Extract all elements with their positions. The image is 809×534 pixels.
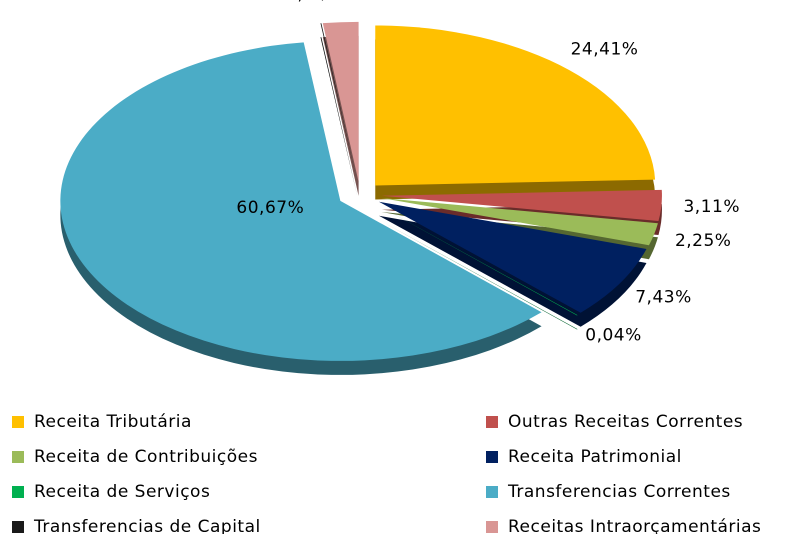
- pie-slice: [375, 204, 578, 316]
- pie-slice-side: [375, 218, 578, 330]
- pie: [60, 21, 662, 375]
- pie-slice: [60, 42, 542, 361]
- legend: Receita Tributária Outras Receitas Corren…: [12, 412, 761, 534]
- legend-label: Transferencias Correntes: [507, 482, 731, 502]
- pie-slice: [375, 25, 656, 186]
- pie-slice-side: [320, 37, 358, 196]
- data-label: 0,05%: [286, 0, 343, 5]
- legend-label: Receita de Serviços: [34, 482, 210, 502]
- legend-swatch: [12, 416, 24, 428]
- data-label: 60,67%: [236, 198, 304, 218]
- data-label: 3,11%: [683, 197, 740, 217]
- data-label: 0,04%: [585, 325, 642, 345]
- legend-label: Receita Patrimonial: [508, 447, 682, 467]
- data-label: 24,41%: [571, 40, 639, 60]
- pie-slice: [381, 197, 658, 246]
- legend-swatch: [12, 451, 24, 463]
- legend-label: Outras Receitas Correntes: [508, 412, 743, 432]
- legend-swatch: [12, 521, 24, 533]
- legend-label: Receita Tributária: [34, 412, 192, 432]
- legend-swatch: [486, 416, 498, 428]
- data-label: 2,25%: [675, 231, 732, 251]
- legend-swatch: [486, 521, 498, 533]
- pie-slice: [381, 189, 662, 222]
- legend-label: Transferencias de Capital: [33, 517, 261, 534]
- legend-swatch: [12, 486, 24, 498]
- pie-slice: [322, 21, 359, 182]
- legend-swatch: [486, 486, 498, 498]
- data-label: 7,43%: [635, 288, 692, 308]
- legend-swatch: [486, 451, 498, 463]
- pie-slice: [320, 23, 358, 182]
- pie-slice: [378, 201, 647, 313]
- legend-label: Receita de Contribuições: [34, 447, 258, 467]
- data-label: 2,04%: [309, 0, 366, 3]
- legend-label: Receitas Intraorçamentárias: [508, 517, 761, 534]
